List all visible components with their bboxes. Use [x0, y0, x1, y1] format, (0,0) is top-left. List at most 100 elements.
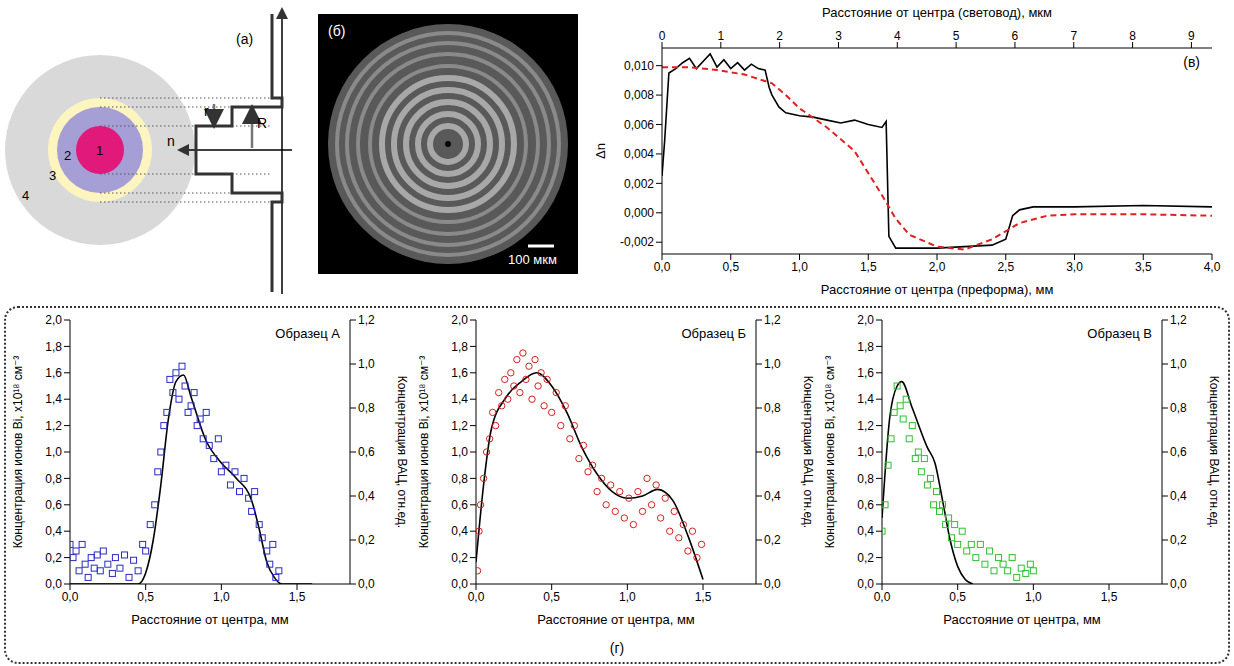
- svg-text:0,6: 0,6: [764, 445, 781, 459]
- svg-text:4,0: 4,0: [1204, 260, 1221, 274]
- svg-text:0,8: 0,8: [45, 472, 62, 486]
- svg-text:0,4: 0,4: [1170, 489, 1187, 503]
- svg-text:1,4: 1,4: [857, 392, 874, 406]
- svg-text:0,4: 0,4: [451, 524, 468, 538]
- svg-text:1,6: 1,6: [857, 366, 874, 380]
- svg-text:0,5: 0,5: [949, 590, 966, 604]
- svg-text:5: 5: [953, 29, 960, 43]
- svg-text:0,6: 0,6: [45, 498, 62, 512]
- svg-text:R: R: [257, 115, 267, 131]
- svg-text:0,8: 0,8: [764, 401, 781, 415]
- svg-text:1,0: 1,0: [619, 590, 636, 604]
- svg-text:2,0: 2,0: [929, 260, 946, 274]
- svg-text:1,0: 1,0: [1025, 590, 1042, 604]
- svg-text:n: n: [167, 133, 175, 149]
- svg-text:Концентрация ВАЦ, отн.ед.: Концентрация ВАЦ, отн.ед.: [395, 376, 409, 528]
- svg-text:1,0: 1,0: [451, 445, 468, 459]
- svg-text:4: 4: [22, 188, 29, 203]
- svg-text:Расстояние от центра, мм: Расстояние от центра, мм: [537, 612, 695, 627]
- svg-text:0,8: 0,8: [358, 401, 375, 415]
- svg-text:0,8: 0,8: [451, 472, 468, 486]
- svg-text:0,2: 0,2: [358, 533, 375, 547]
- svg-text:0,6: 0,6: [358, 445, 375, 459]
- svg-text:1,8: 1,8: [857, 340, 874, 354]
- svg-text:0,0: 0,0: [874, 590, 891, 604]
- svg-text:1,2: 1,2: [358, 313, 375, 327]
- svg-text:Расстояние от центра (преформа: Расстояние от центра (преформа), мм: [821, 282, 1054, 297]
- svg-text:1,0: 1,0: [791, 260, 808, 274]
- svg-text:Концентрация ВАЦ, отн.ед.: Концентрация ВАЦ, отн.ед.: [801, 376, 815, 528]
- svg-text:Расстояние от центра (световод: Расстояние от центра (световод), мкм: [822, 5, 1052, 20]
- svg-text:-0,002: -0,002: [620, 235, 654, 249]
- svg-text:1,0: 1,0: [358, 357, 375, 371]
- svg-text:1,0: 1,0: [1170, 357, 1187, 371]
- svg-text:1,8: 1,8: [45, 340, 62, 354]
- svg-text:0,0: 0,0: [764, 577, 781, 591]
- svg-text:0,5: 0,5: [543, 590, 560, 604]
- svg-text:0,2: 0,2: [764, 533, 781, 547]
- svg-text:1,0: 1,0: [764, 357, 781, 371]
- svg-text:0,5: 0,5: [722, 260, 739, 274]
- svg-text:0: 0: [659, 29, 666, 43]
- svg-text:1,2: 1,2: [45, 419, 62, 433]
- svg-text:1,4: 1,4: [451, 392, 468, 406]
- svg-text:1: 1: [96, 143, 103, 158]
- svg-text:8: 8: [1129, 29, 1136, 43]
- svg-text:Концентрация ионов Bi, x10¹⁸ с: Концентрация ионов Bi, x10¹⁸ см⁻³: [823, 356, 837, 549]
- svg-text:3: 3: [49, 168, 56, 183]
- svg-text:0,4: 0,4: [857, 524, 874, 538]
- svg-text:0,004: 0,004: [624, 147, 654, 161]
- svg-text:1,2: 1,2: [1170, 313, 1187, 327]
- svg-text:0,6: 0,6: [1170, 445, 1187, 459]
- svg-text:2,5: 2,5: [997, 260, 1014, 274]
- svg-text:1,5: 1,5: [860, 260, 877, 274]
- svg-text:2: 2: [64, 148, 71, 163]
- svg-text:4: 4: [894, 29, 901, 43]
- svg-text:1,0: 1,0: [213, 590, 230, 604]
- svg-text:Δn: Δn: [593, 143, 608, 159]
- svg-text:1,0: 1,0: [857, 445, 874, 459]
- svg-text:2,0: 2,0: [857, 313, 874, 327]
- svg-text:1,5: 1,5: [1101, 590, 1118, 604]
- svg-text:0,2: 0,2: [451, 551, 468, 565]
- svg-text:1,6: 1,6: [45, 366, 62, 380]
- svg-text:0,0: 0,0: [1170, 577, 1187, 591]
- svg-text:1,4: 1,4: [45, 392, 62, 406]
- svg-text:Расстояние от центра, мм: Расстояние от центра, мм: [131, 612, 289, 627]
- svg-text:0,0: 0,0: [45, 577, 62, 591]
- svg-text:0,0: 0,0: [358, 577, 375, 591]
- svg-text:Расстояние от центра, мм: Расстояние от центра, мм: [943, 612, 1101, 627]
- svg-text:r: r: [204, 103, 209, 119]
- svg-text:1,2: 1,2: [451, 419, 468, 433]
- svg-text:2,0: 2,0: [45, 313, 62, 327]
- svg-text:2,0: 2,0: [451, 313, 468, 327]
- svg-text:3,0: 3,0: [1066, 260, 1083, 274]
- svg-text:9: 9: [1188, 29, 1195, 43]
- svg-text:3,5: 3,5: [1135, 260, 1152, 274]
- svg-text:0,002: 0,002: [624, 177, 654, 191]
- svg-text:0,000: 0,000: [624, 206, 654, 220]
- svg-text:3: 3: [835, 29, 842, 43]
- svg-text:0,4: 0,4: [764, 489, 781, 503]
- svg-text:0,0: 0,0: [451, 577, 468, 591]
- svg-text:0,4: 0,4: [45, 524, 62, 538]
- svg-text:0,0: 0,0: [857, 577, 874, 591]
- svg-text:6: 6: [1012, 29, 1019, 43]
- svg-text:0,006: 0,006: [624, 118, 654, 132]
- svg-text:0,008: 0,008: [624, 88, 654, 102]
- svg-text:0,8: 0,8: [857, 472, 874, 486]
- svg-text:100 мкм: 100 мкм: [508, 252, 557, 267]
- svg-text:0,4: 0,4: [358, 489, 375, 503]
- svg-text:0,5: 0,5: [137, 590, 154, 604]
- svg-text:0,2: 0,2: [1170, 533, 1187, 547]
- svg-text:0,6: 0,6: [857, 498, 874, 512]
- svg-text:Концентрация ионов Bi, x10¹⁸ с: Концентрация ионов Bi, x10¹⁸ см⁻³: [417, 356, 431, 549]
- svg-text:0,010: 0,010: [624, 59, 654, 73]
- svg-text:0,2: 0,2: [857, 551, 874, 565]
- svg-text:7: 7: [1070, 29, 1077, 43]
- svg-text:0,0: 0,0: [654, 260, 671, 274]
- svg-text:1,0: 1,0: [45, 445, 62, 459]
- svg-text:(б): (б): [328, 23, 345, 39]
- svg-text:1,8: 1,8: [451, 340, 468, 354]
- svg-text:0,0: 0,0: [468, 590, 485, 604]
